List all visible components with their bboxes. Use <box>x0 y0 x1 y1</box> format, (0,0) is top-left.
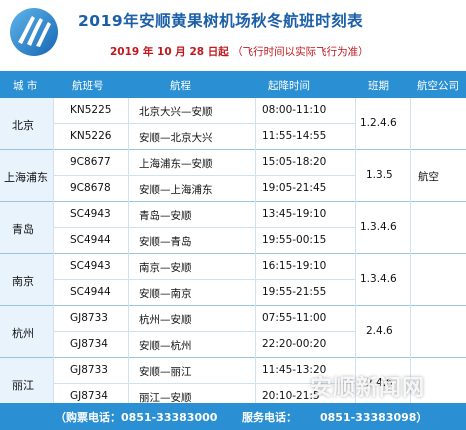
city-cell <box>0 150 53 202</box>
flight-route: 南京—安顺 <box>139 262 192 274</box>
flight-no: SC4943 <box>70 208 111 220</box>
city-name: 南京 <box>12 275 34 288</box>
flight-no: SC4943 <box>70 260 111 272</box>
city-cell <box>0 306 53 358</box>
table-header: 城 市 航班号 航程 起降时间 班期 航空公司 <box>0 71 466 98</box>
flight-route: 安顺—南京 <box>139 288 192 300</box>
row-divider <box>53 383 355 384</box>
group-divider <box>0 305 466 306</box>
row-divider <box>53 123 355 124</box>
flight-time: 11:55-14:55 <box>262 130 327 142</box>
page-title: 2019年安顺黄果树机场秋冬航班时刻表 <box>78 12 364 30</box>
footer: （购票电话：0851-33383000 服务电话： 0851-33383098） <box>0 403 466 430</box>
days-cell: 1.2.4.6 <box>360 117 397 129</box>
flight-no: GJ8733 <box>70 312 108 324</box>
flight-time: 22:20-00:20 <box>262 338 327 350</box>
group-divider <box>0 357 466 358</box>
column-divider <box>410 98 411 410</box>
flight-route: 安顺—上海浦东 <box>139 184 213 196</box>
flight-route: 安顺—青岛 <box>139 236 192 248</box>
flight-time: 11:45-13:20 <box>262 364 327 376</box>
city-cell <box>0 98 53 150</box>
flight-route: 丽江—安顺 <box>139 392 192 404</box>
row-divider <box>53 175 355 176</box>
flight-route: 安顺—丽江 <box>139 366 192 378</box>
flight-no: SC4944 <box>70 234 111 246</box>
flight-time: 08:00-11:10 <box>262 104 327 116</box>
flight-no: GJ8733 <box>70 364 108 376</box>
flight-time: 19:05-21:45 <box>262 182 327 194</box>
city-name: 上海浦东 <box>4 171 48 184</box>
airline-cell: 航空 <box>418 171 439 183</box>
flight-no: KN5226 <box>70 130 112 142</box>
city-name: 丽江 <box>12 379 34 392</box>
watermark: 安顺新闻网 <box>310 376 426 401</box>
flight-no: KN5225 <box>70 104 112 116</box>
city-name: 北京 <box>12 119 34 132</box>
col-flight: 航班号 <box>72 80 104 92</box>
flight-time: 16:15-19:10 <box>262 260 327 272</box>
flight-time: 20:10-21:5 <box>262 390 320 402</box>
column-divider <box>128 98 129 410</box>
row-divider <box>53 331 355 332</box>
flight-route: 安顺—北京大兴 <box>139 132 213 144</box>
flight-time: 15:05-18:20 <box>262 156 327 168</box>
days-cell: 2.4.6 <box>366 325 393 337</box>
group-divider <box>0 149 466 150</box>
flight-time-note: （飞行时间以实际飞行为准） <box>232 46 369 58</box>
city-name: 青岛 <box>12 223 34 236</box>
flight-no: GJ8734 <box>70 390 108 402</box>
flight-time: 13:45-19:10 <box>262 208 327 220</box>
flight-time: 19:55-21:55 <box>262 286 327 298</box>
col-city: 城 市 <box>13 80 38 92</box>
city-cell <box>0 254 53 306</box>
days-cell: 1.3.5 <box>366 169 393 181</box>
column-divider <box>255 98 256 410</box>
airport-logo-icon <box>10 8 58 56</box>
flight-route: 北京大兴—安顺 <box>139 106 213 118</box>
flight-route: 青岛—安顺 <box>139 210 192 222</box>
col-route: 航程 <box>170 80 191 92</box>
group-divider <box>0 253 466 254</box>
column-divider <box>355 98 356 410</box>
flight-route: 安顺—杭州 <box>139 340 192 352</box>
row-divider <box>53 279 355 280</box>
service-phone: 0851-33383098） <box>320 411 428 424</box>
city-cell <box>0 202 53 254</box>
flight-route: 杭州—安顺 <box>139 314 192 326</box>
days-cell: 1.3.4.6 <box>360 221 397 233</box>
days-cell: 2.4.6 <box>366 377 393 389</box>
col-time: 起降时间 <box>268 80 310 92</box>
row-divider <box>53 227 355 228</box>
service-phone-label: 服务电话： <box>242 411 297 424</box>
city-cell <box>0 358 53 410</box>
col-days: 班期 <box>368 80 389 92</box>
flight-route: 上海浦东—安顺 <box>139 158 213 170</box>
flight-time: 07:55-11:00 <box>262 312 327 324</box>
flight-no: SC4944 <box>70 286 111 298</box>
flight-no: 9C8678 <box>70 182 111 194</box>
effective-date: 2019 年 10 月 28 日起 <box>110 46 229 58</box>
header: 2019年安顺黄果树机场秋冬航班时刻表 2019 年 10 月 28 日起 （飞… <box>0 0 466 70</box>
city-name: 杭州 <box>12 327 34 340</box>
col-airline: 航空公司 <box>417 80 459 92</box>
flight-time: 19:55-00:15 <box>262 234 327 246</box>
booking-phone: （购票电话：0851-33383000 <box>55 411 218 424</box>
group-divider <box>0 201 466 202</box>
days-cell: 1.3.4.6 <box>360 273 397 285</box>
subtitle: 2019 年 10 月 28 日起 （飞行时间以实际飞行为准） <box>110 44 369 59</box>
flight-no: GJ8734 <box>70 338 108 350</box>
flight-no: 9C8677 <box>70 156 111 168</box>
column-divider <box>53 98 54 410</box>
